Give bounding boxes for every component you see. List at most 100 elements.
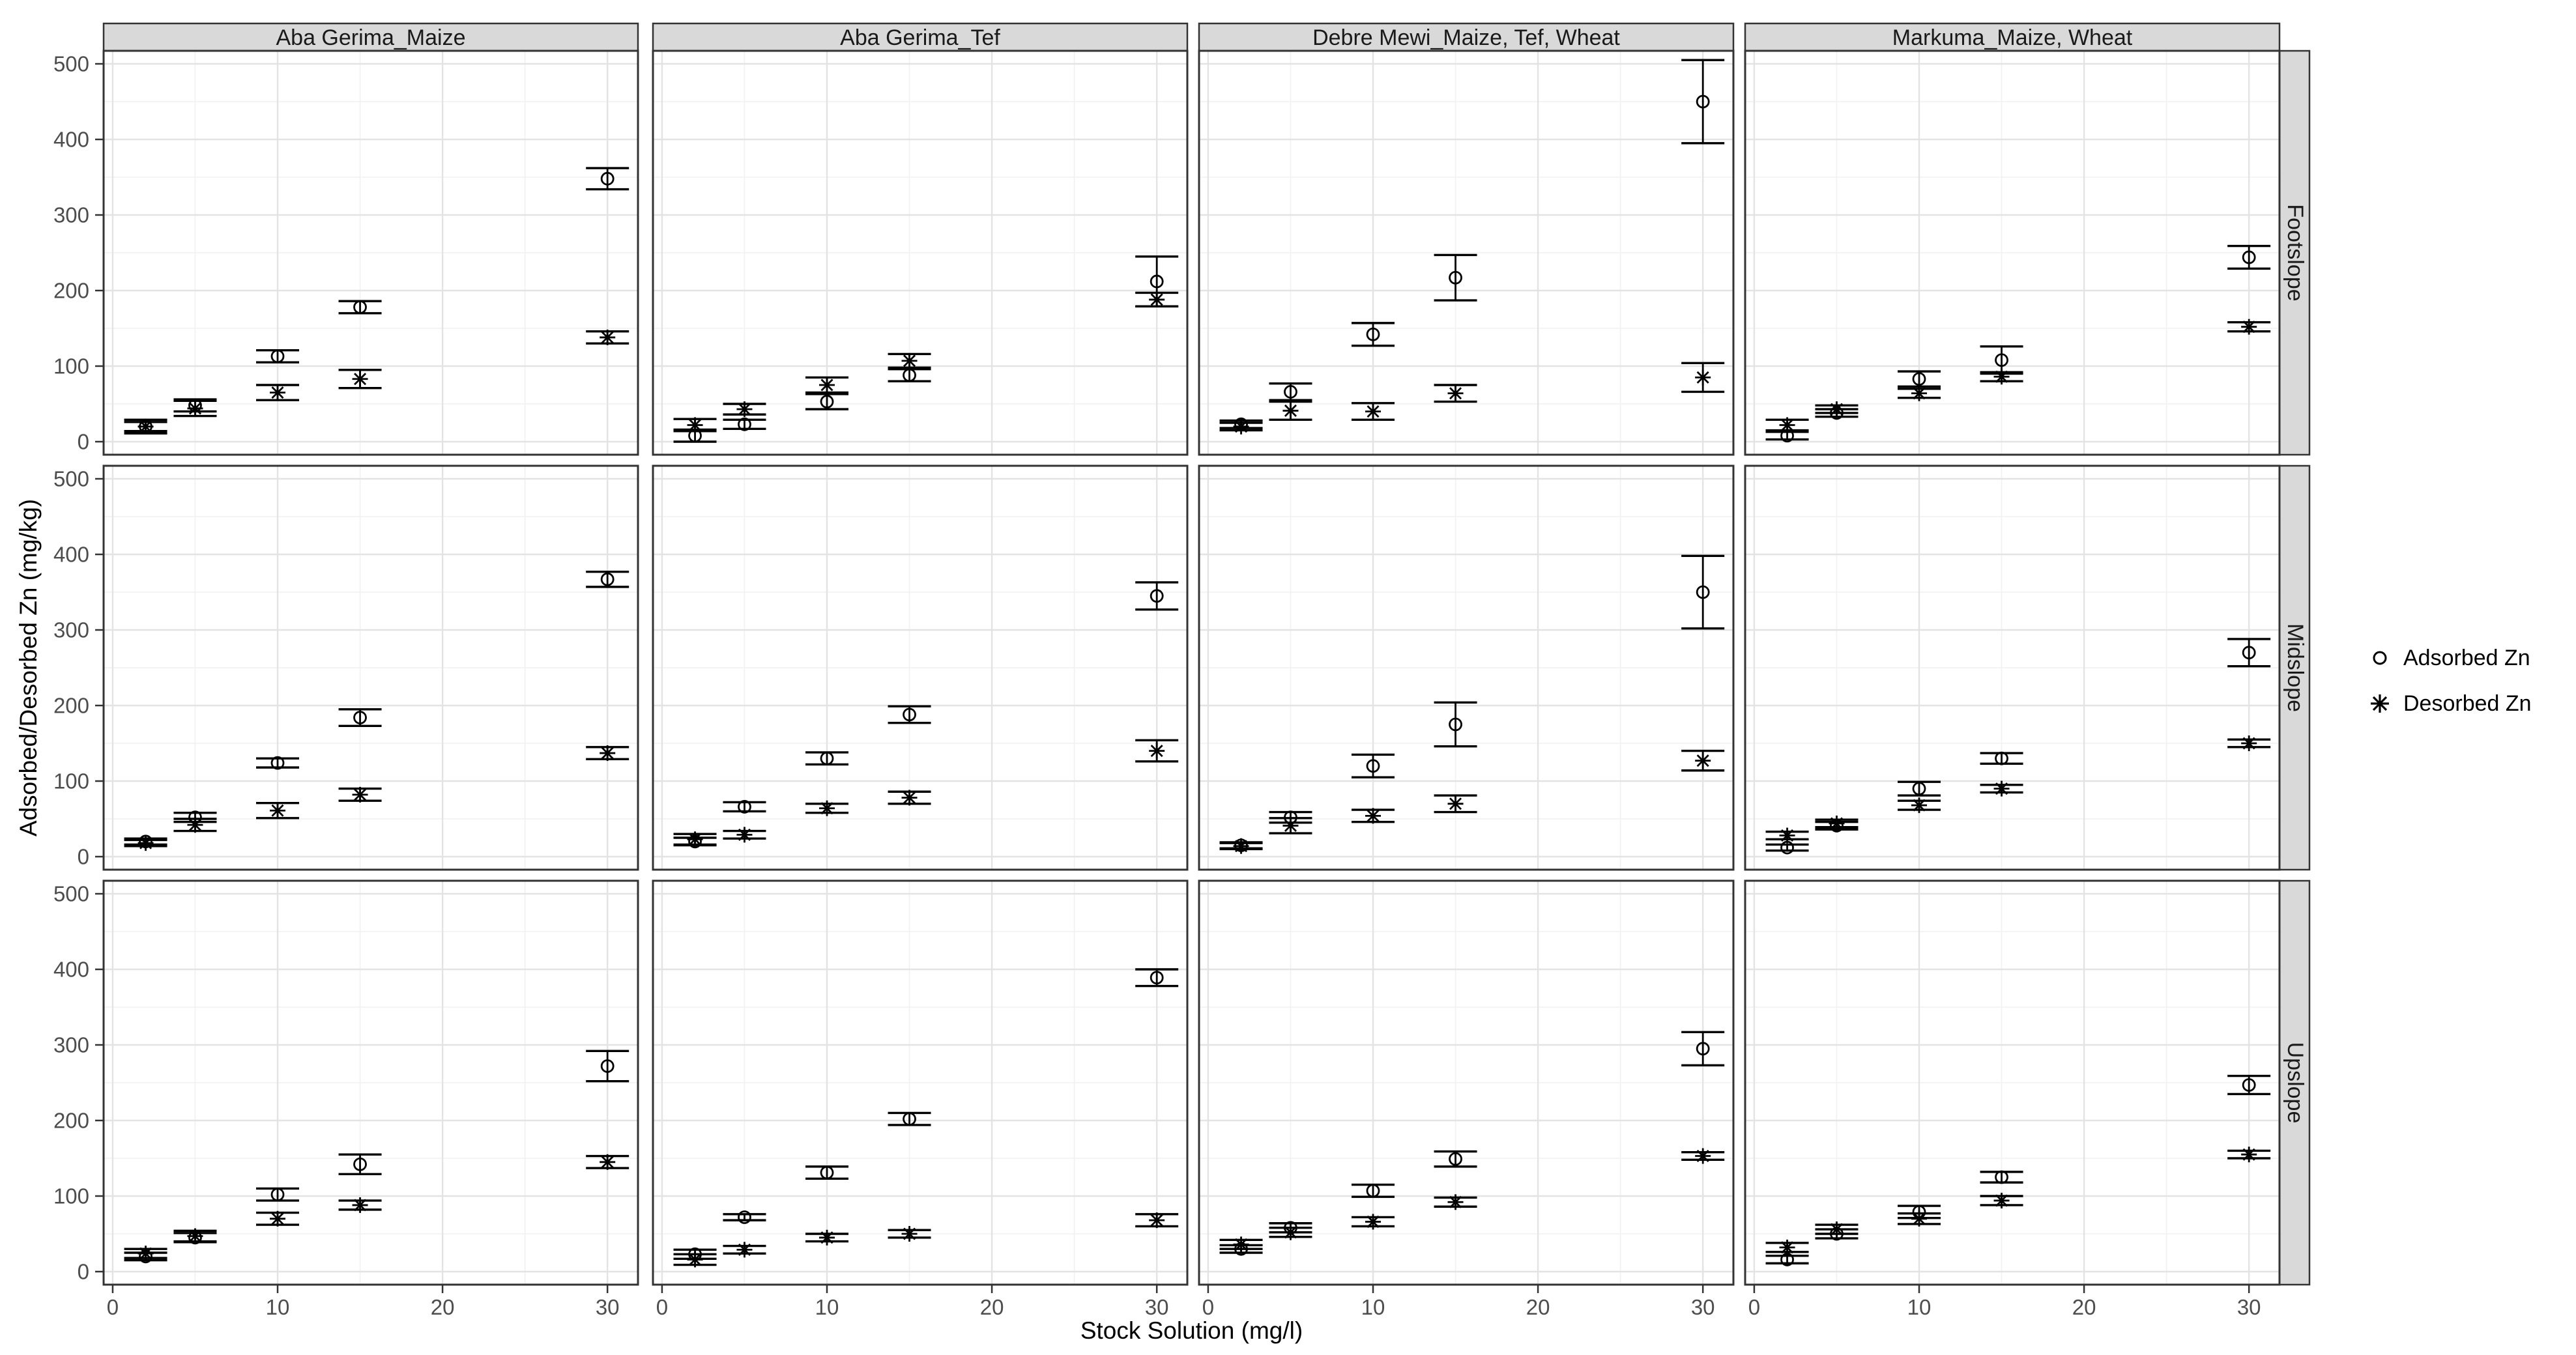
adsorbed-marker [738, 800, 751, 814]
desorbed-marker [738, 828, 751, 841]
desorbed-series [124, 745, 630, 851]
desorbed-marker [139, 420, 152, 433]
x-tick-label: 0 [107, 1295, 119, 1319]
desorbed-point [256, 801, 300, 820]
desorbed-marker [1913, 1212, 1926, 1225]
desorbed-marker [1696, 754, 1709, 767]
facet-row-strip: Upslope [2278, 879, 2311, 1286]
desorbed-point [1352, 1214, 1395, 1230]
x-tick-label: 0 [1202, 1295, 1214, 1319]
panel [1198, 50, 1735, 456]
panel [1744, 50, 2281, 456]
adsorbed-marker [1284, 385, 1297, 399]
x-tick-label: 20 [2072, 1295, 2096, 1319]
facet-column-strip: Debre Mewi_Maize, Tef, Wheat [1198, 22, 1735, 52]
desorbed-point [1815, 401, 1859, 418]
adsorbed-marker [738, 1210, 751, 1224]
adsorbed-point [888, 367, 931, 382]
y-tick-label: 100 [53, 769, 89, 793]
desorbed-marker [1781, 829, 1794, 842]
panel: 0 100 200 300 400 500 0 10 20 30 [53, 879, 639, 1319]
desorbed-marker [1150, 745, 1163, 758]
grid [104, 881, 638, 1285]
desorbed-marker [1449, 797, 1462, 810]
desorbed-point [673, 1251, 717, 1268]
desorbed-marker [1150, 1214, 1163, 1227]
y-tick-label: 100 [53, 354, 89, 378]
desorbed-marker [903, 1227, 916, 1240]
grid [104, 51, 638, 455]
x-tick-label: 10 [1361, 1295, 1385, 1319]
adsorbed-marker [270, 756, 285, 770]
desorbed-point [1434, 384, 1477, 403]
desorbed-marker [820, 1231, 833, 1244]
adsorbed-marker [1995, 1170, 2008, 1184]
desorbed-marker [601, 331, 614, 344]
desorbed-marker [1995, 370, 2008, 383]
desorbed-marker [188, 402, 201, 415]
adsorbed-point [256, 756, 300, 770]
adsorbed-marker [600, 171, 615, 186]
desorbed-point [1815, 815, 1859, 831]
x-tick-label: 20 [431, 1295, 455, 1319]
legend-item-adsorbed: Adsorbed Zn [2366, 644, 2532, 672]
adsorbed-point [723, 800, 766, 814]
desorbed-series [124, 1154, 630, 1262]
desorbed-marker [271, 804, 284, 817]
adsorbed-marker [1366, 327, 1380, 341]
panel-border [1198, 879, 1735, 1286]
desorbed-marker [139, 1247, 152, 1260]
desorbed-marker [354, 1199, 367, 1212]
x-tick-label: 20 [1526, 1295, 1550, 1319]
y-tick-label: 0 [78, 430, 89, 454]
grid [1745, 466, 2279, 870]
desorbed-series [1765, 735, 2271, 844]
x-tick-label: 20 [980, 1295, 1004, 1319]
facet-column-label: Aba Gerima_Tef [840, 25, 1000, 50]
panel-border [1198, 464, 1735, 871]
desorbed-point [1219, 838, 1263, 854]
desorbed-marker [188, 818, 201, 831]
desorbed-marker-icon [2366, 689, 2394, 718]
facet-column-strip: Aba Gerima_Tef [652, 22, 1189, 52]
facet-column-label: Aba Gerima_Maize [276, 25, 465, 50]
desorbed-point [1352, 402, 1395, 421]
panel-border [652, 879, 1189, 1286]
adsorbed-point [1980, 1170, 2023, 1184]
adsorbed-marker [1995, 751, 2008, 765]
desorbed-marker [354, 788, 367, 801]
desorbed-marker [689, 418, 702, 431]
panel-border [102, 50, 639, 456]
desorbed-series [124, 329, 630, 435]
adsorbed-marker [270, 1188, 285, 1202]
adsorbed-marker-icon [2366, 644, 2394, 672]
desorbed-point [2227, 1147, 2271, 1163]
panel-border [652, 464, 1189, 871]
y-tick-label: 300 [53, 1033, 89, 1057]
adsorbed-marker [2242, 1078, 2256, 1092]
adsorbed-point [1269, 382, 1312, 401]
desorbed-point [2227, 735, 2271, 751]
desorbed-marker [139, 836, 152, 849]
desorbed-point [173, 817, 217, 833]
adsorbed-marker [353, 711, 367, 724]
adsorbed-point [586, 1049, 630, 1083]
desorbed-marker [903, 792, 916, 805]
adsorbed-marker [1150, 971, 1164, 985]
x-tick-label: 30 [2237, 1295, 2261, 1319]
adsorbed-point [256, 349, 300, 364]
desorbed-series [1765, 1147, 2271, 1255]
desorbed-marker [820, 802, 833, 815]
adsorbed-point [723, 1210, 766, 1224]
desorbed-point [723, 1242, 766, 1258]
desorbed-point [723, 401, 766, 418]
desorbed-point [805, 1229, 849, 1246]
desorbed-marker [1367, 1215, 1380, 1228]
adsorbed-marker [1449, 1152, 1462, 1166]
desorbed-marker [1830, 403, 1843, 416]
desorbed-marker [1235, 840, 1248, 853]
desorbed-point [888, 1226, 931, 1242]
desorbed-point [1765, 417, 1809, 433]
desorbed-point [1135, 739, 1179, 763]
